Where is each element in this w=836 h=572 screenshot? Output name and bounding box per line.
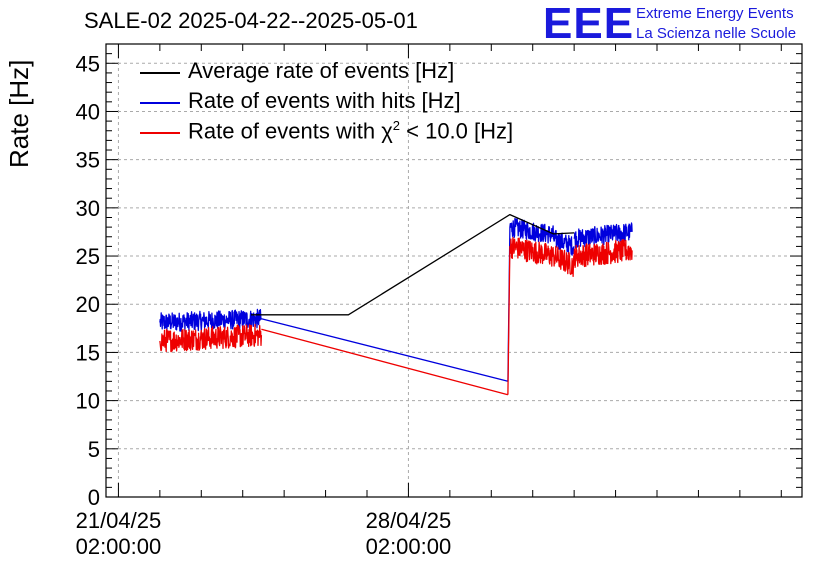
legend-chi-symbol: χ — [381, 118, 393, 144]
y-axis-label: Rate [Hz] — [4, 59, 34, 168]
x-tick-time: 02:00:00 — [75, 534, 162, 559]
legend-chi2-suffix: < 10.0 [Hz] — [400, 118, 514, 144]
x-tick-time: 02:00:00 — [365, 534, 452, 559]
y-tick-label: 40 — [76, 99, 100, 124]
y-tick-label: 0 — [88, 485, 100, 510]
plot-frame — [105, 43, 803, 498]
x-tick-date: 21/04/25 — [75, 508, 162, 533]
y-tick-label: 35 — [76, 148, 100, 173]
x-tick-date: 28/04/25 — [365, 508, 452, 533]
y-tick-label: 15 — [76, 340, 100, 365]
series-rate-hits — [159, 218, 633, 382]
y-tick-label: 5 — [88, 437, 100, 462]
eee-logo: EEE — [543, 0, 635, 48]
y-tick-label: 10 — [76, 389, 100, 414]
y-tick-label: 45 — [76, 51, 100, 76]
legend-label-hits: Rate of events with hits [Hz] — [188, 88, 461, 113]
legend-swatch-average — [140, 72, 180, 74]
legend-chi2-prefix: Rate of events with — [188, 118, 382, 144]
y-tick-label: 30 — [76, 196, 100, 221]
series-average-rate — [251, 213, 575, 316]
legend-swatch-hits — [140, 102, 180, 104]
legend-chi-superscript: 2 — [392, 118, 401, 133]
x-tick-label: 28/04/25 02:00:00 — [353, 508, 463, 560]
legend-swatch-chi2 — [140, 132, 180, 134]
legend-label-chi2: Rate of events with χ2 < 10.0 [Hz] — [188, 118, 513, 144]
series-rate-chi2 — [159, 236, 633, 396]
logo-line-1: Extreme Energy Events — [636, 5, 794, 22]
y-tick-label: 20 — [76, 292, 100, 317]
chart-title: SALE-02 2025-04-22--2025-05-01 — [84, 8, 418, 33]
legend-label-average: Average rate of events [Hz] — [188, 58, 455, 83]
y-tick-label: 25 — [76, 244, 100, 269]
logo-line-2: La Scienza nelle Scuole — [636, 25, 797, 42]
x-tick-label: 21/04/25 02:00:00 — [63, 508, 173, 560]
